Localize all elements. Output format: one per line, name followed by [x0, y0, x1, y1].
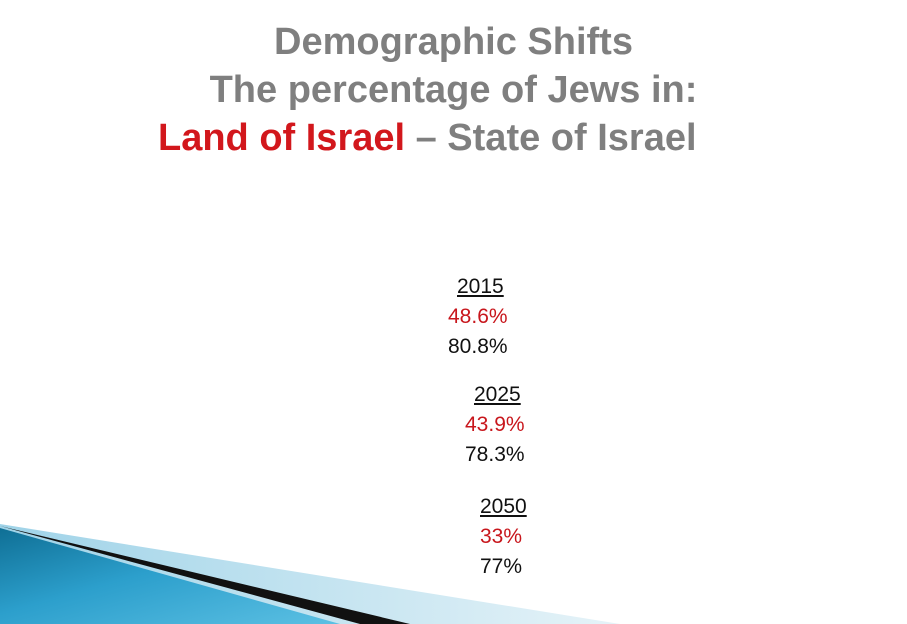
data-block-2050: 2050 33% 77% [480, 492, 527, 582]
land-of-israel-percent: 43.9% [465, 413, 525, 436]
title-line-3: Land of Israel – State of Israel [158, 114, 697, 162]
year-label: 2015 [457, 275, 504, 298]
title-land-of-israel: Land of Israel [158, 117, 406, 159]
year-label: 2050 [480, 495, 527, 518]
state-of-israel-percent: 78.3% [465, 443, 525, 466]
state-of-israel-percent: 77% [480, 555, 523, 578]
data-block-2025: 2025 43.9% 78.3% [465, 380, 525, 470]
decor-black-wedge [0, 526, 410, 624]
title-line-2: The percentage of Jews in: [209, 69, 698, 111]
title-state-of-israel: – State of Israel [405, 117, 697, 159]
data-block-2015: 2015 48.6% 80.8% [448, 272, 508, 362]
state-of-israel-percent: 80.8% [448, 335, 508, 358]
land-of-israel-percent: 33% [480, 525, 523, 548]
year-label: 2025 [474, 383, 521, 406]
title-line-1: Demographic Shifts [274, 21, 633, 63]
land-of-israel-percent: 48.6% [448, 305, 508, 328]
decor-blue-wedge [0, 528, 340, 624]
